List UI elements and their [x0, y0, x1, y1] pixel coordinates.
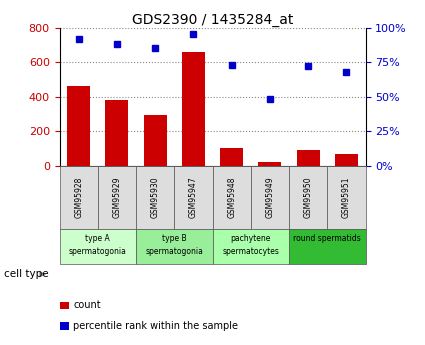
Text: GSM95929: GSM95929 — [112, 177, 122, 218]
Bar — [67, 86, 90, 166]
Title: GDS2390 / 1435284_at: GDS2390 / 1435284_at — [132, 12, 293, 27]
Bar — [220, 148, 243, 166]
Text: GSM95949: GSM95949 — [265, 177, 275, 218]
Bar — [297, 150, 320, 166]
Text: count: count — [73, 300, 101, 310]
Bar — [258, 162, 281, 166]
Bar — [105, 100, 128, 166]
Text: GSM95948: GSM95948 — [227, 177, 236, 218]
Text: round spermatids: round spermatids — [293, 234, 361, 243]
Text: GSM95947: GSM95947 — [189, 177, 198, 218]
Text: pachytene: pachytene — [230, 234, 271, 243]
Text: GSM95951: GSM95951 — [342, 177, 351, 218]
Text: GSM95930: GSM95930 — [150, 177, 160, 218]
Text: spermatogonia: spermatogonia — [145, 247, 203, 256]
Bar — [182, 52, 205, 166]
Text: percentile rank within the sample: percentile rank within the sample — [73, 321, 238, 331]
Text: GSM95928: GSM95928 — [74, 177, 83, 218]
Text: spermatogonia: spermatogonia — [69, 247, 127, 256]
Bar — [144, 115, 167, 166]
Text: type A: type A — [85, 234, 110, 243]
Text: spermatocytes: spermatocytes — [222, 247, 279, 256]
Bar — [335, 154, 358, 166]
Text: GSM95950: GSM95950 — [303, 177, 313, 218]
Text: type B: type B — [162, 234, 187, 243]
Text: cell type: cell type — [4, 269, 49, 279]
